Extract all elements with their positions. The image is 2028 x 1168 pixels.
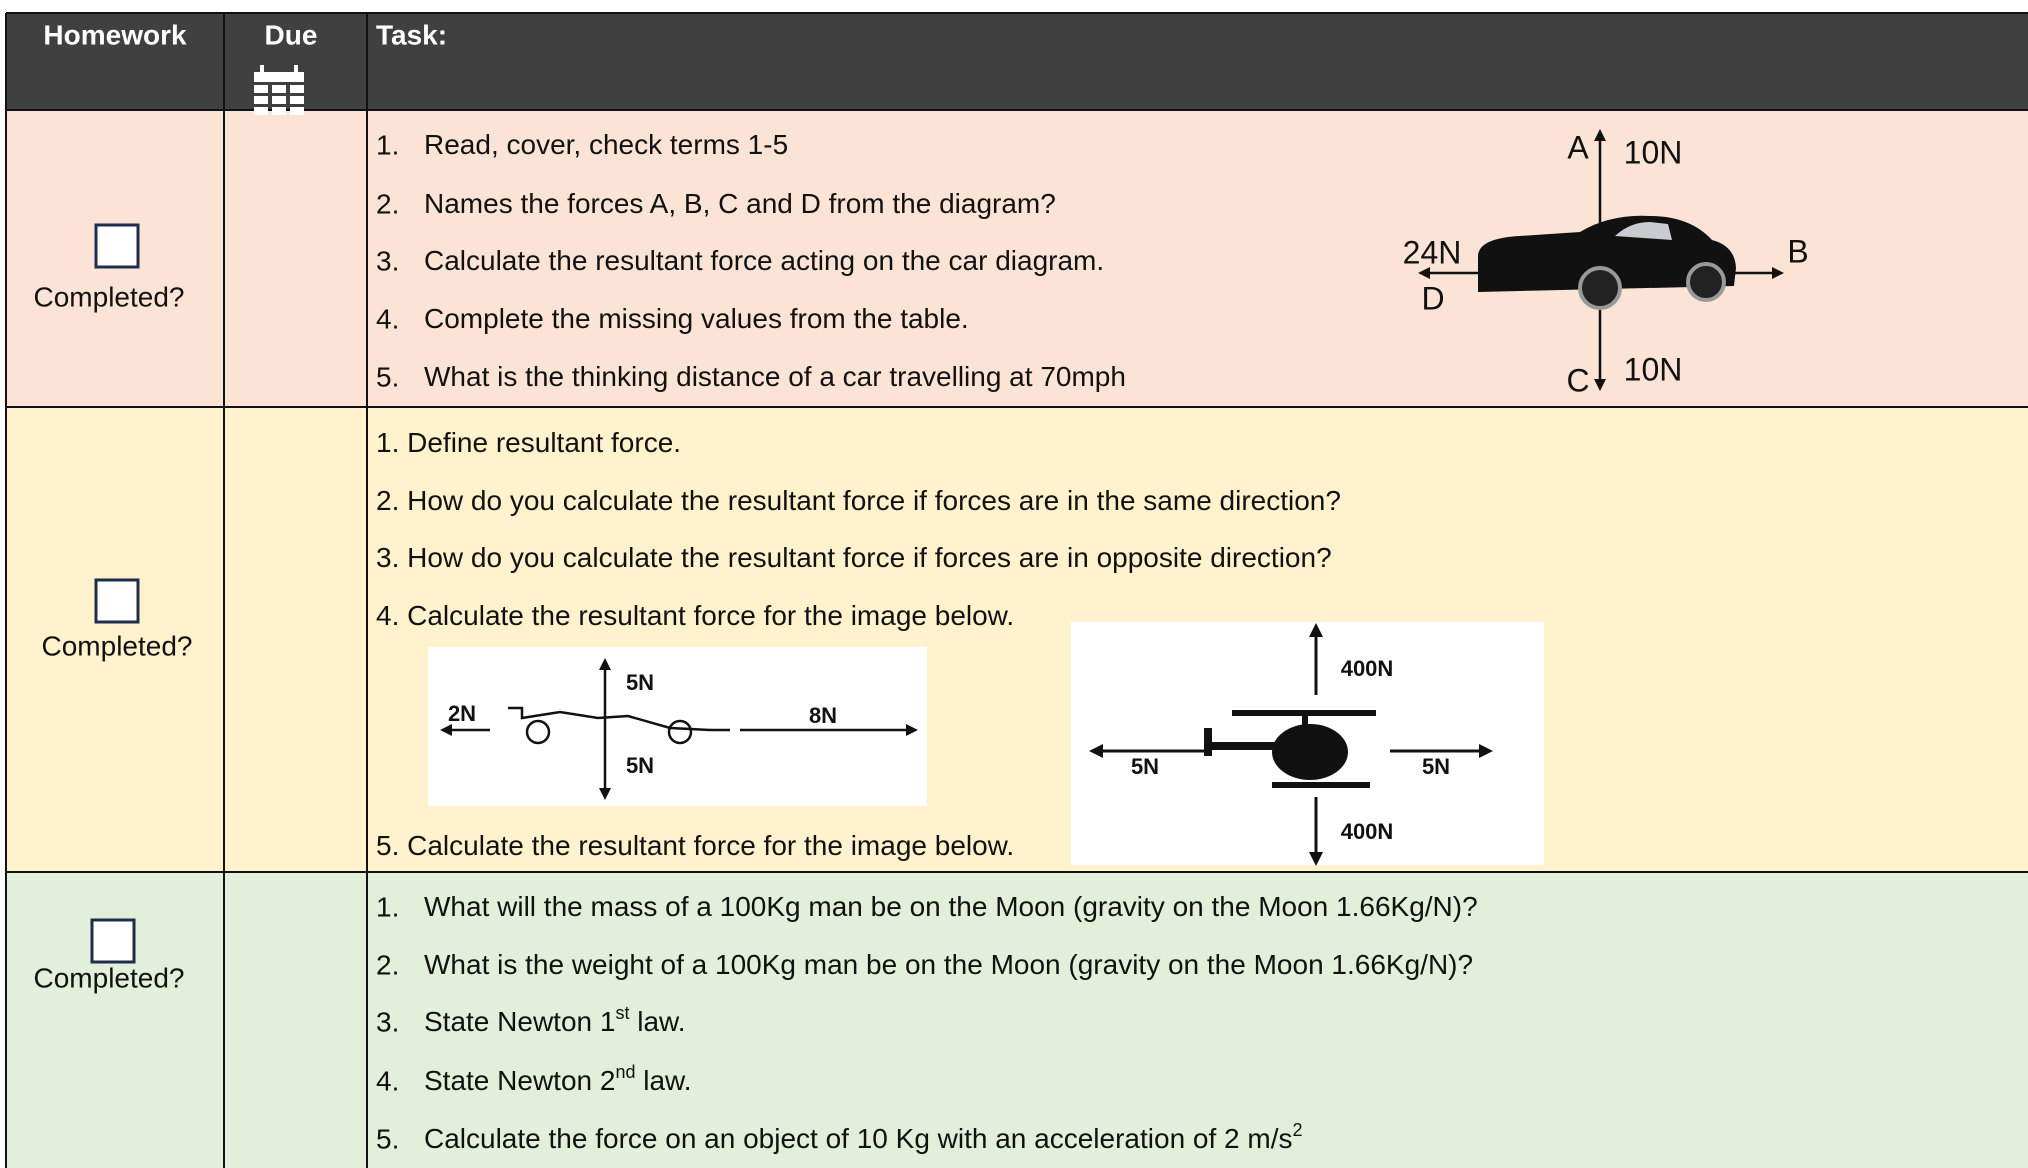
header-row: [6, 13, 2028, 110]
task-text-part: Read, cover, check terms 1-5: [424, 129, 788, 160]
grid: [5, 12, 2028, 1168]
task-text: State Newton 1st law.: [424, 1003, 686, 1038]
task-text: What is the thinking distance of a car t…: [424, 361, 1126, 392]
force-label: C: [1566, 362, 1589, 398]
completed-label: Completed?: [42, 630, 193, 661]
force-label: 10N: [1624, 351, 1683, 387]
task-number: 4.: [376, 303, 399, 334]
force-label: 5N: [626, 670, 654, 695]
task-text: Names the forces A, B, C and D from the …: [424, 188, 1056, 219]
arrowheads: [1089, 623, 1493, 866]
force-label: 5N: [1131, 754, 1159, 779]
force-label: 8N: [809, 703, 837, 728]
task-text-part: 4. Calculate the resultant force for the…: [376, 600, 1014, 631]
task-text-part: 2. How do you calculate the resultant fo…: [376, 485, 1341, 516]
task-number: 1.: [376, 129, 399, 160]
superscript: st: [615, 1003, 629, 1023]
task-number: 1.: [376, 891, 399, 922]
helicopter: [1204, 710, 1376, 788]
task-text: Calculate the resultant force acting on …: [424, 245, 1104, 276]
force-label: 5N: [1422, 754, 1450, 779]
task-text-part: 1. Define resultant force.: [376, 427, 681, 458]
task-number: 2.: [376, 949, 399, 980]
force-label: 2N: [448, 701, 476, 726]
task-text-part: law.: [629, 1006, 685, 1037]
task-text-part: State Newton 1: [424, 1006, 615, 1037]
task-text-part: 3. How do you calculate the resultant fo…: [376, 542, 1332, 573]
task-text-part: Names the forces A, B, C and D from the …: [424, 188, 1056, 219]
force-label: A: [1567, 129, 1589, 165]
force-label: 24N: [1403, 234, 1462, 270]
task-text: Complete the missing values from the tab…: [424, 303, 969, 334]
task-text-part: Calculate the force on an object of 10 K…: [424, 1123, 1293, 1154]
task-text-part: What is the thinking distance of a car t…: [424, 361, 1126, 392]
task-text: State Newton 2nd law.: [424, 1062, 692, 1097]
header-homework: Homework: [43, 19, 187, 50]
header-task: Task:: [376, 19, 447, 50]
superscript: 2: [1293, 1120, 1303, 1140]
calendar-icon: [254, 65, 304, 115]
checkbox[interactable]: [94, 578, 140, 624]
row-2: [6, 407, 2028, 872]
force-label: D: [1421, 280, 1444, 316]
row-3: [6, 872, 2028, 1168]
task-number: 5.: [376, 361, 399, 392]
task-text: Calculate the force on an object of 10 K…: [424, 1120, 1303, 1155]
task-text: 1. Define resultant force.: [376, 427, 681, 458]
force-label: 400N: [1341, 656, 1394, 681]
header-due: Due: [265, 19, 318, 50]
task-text-part: Calculate the resultant force acting on …: [424, 245, 1104, 276]
car: [1478, 215, 1736, 310]
task-text-part: What is the weight of a 100Kg man be on …: [424, 949, 1473, 980]
helicopter-arrows: [1095, 630, 1485, 860]
task-text: 5. Calculate the resultant force for the…: [376, 830, 1014, 861]
cart-image: [428, 647, 927, 806]
task-text-part: 5. Calculate the resultant force for the…: [376, 830, 1014, 861]
cart-drawing: [445, 664, 912, 795]
force-label: 400N: [1341, 819, 1394, 844]
task-number: 3.: [376, 1006, 399, 1037]
arrowheads: [440, 658, 918, 800]
task-text: 4. Calculate the resultant force for the…: [376, 600, 1014, 631]
completed-label: Completed?: [34, 281, 185, 312]
task-number: 2.: [376, 188, 399, 219]
checkbox[interactable]: [94, 223, 140, 269]
checkbox[interactable]: [90, 918, 136, 964]
completed-label: Completed?: [34, 962, 185, 993]
task-number: 3.: [376, 245, 399, 276]
force-label: B: [1787, 233, 1808, 269]
task-text: Read, cover, check terms 1-5: [424, 129, 788, 160]
task-number: 5.: [376, 1123, 399, 1154]
task-text: What is the weight of a 100Kg man be on …: [424, 949, 1473, 980]
superscript: nd: [615, 1062, 635, 1082]
task-text-part: What will the mass of a 100Kg man be on …: [424, 891, 1478, 922]
task-text-part: State Newton 2: [424, 1065, 615, 1096]
task-text-part: Complete the missing values from the tab…: [424, 303, 969, 334]
force-label: 10N: [1624, 134, 1683, 170]
task-number: 4.: [376, 1065, 399, 1096]
task-text-part: law.: [635, 1065, 691, 1096]
force-label: 5N: [626, 753, 654, 778]
task-text: What will the mass of a 100Kg man be on …: [424, 891, 1478, 922]
arrowheads: [1418, 129, 1784, 391]
task-text: 3. How do you calculate the resultant fo…: [376, 542, 1332, 573]
task-text: 2. How do you calculate the resultant fo…: [376, 485, 1341, 516]
